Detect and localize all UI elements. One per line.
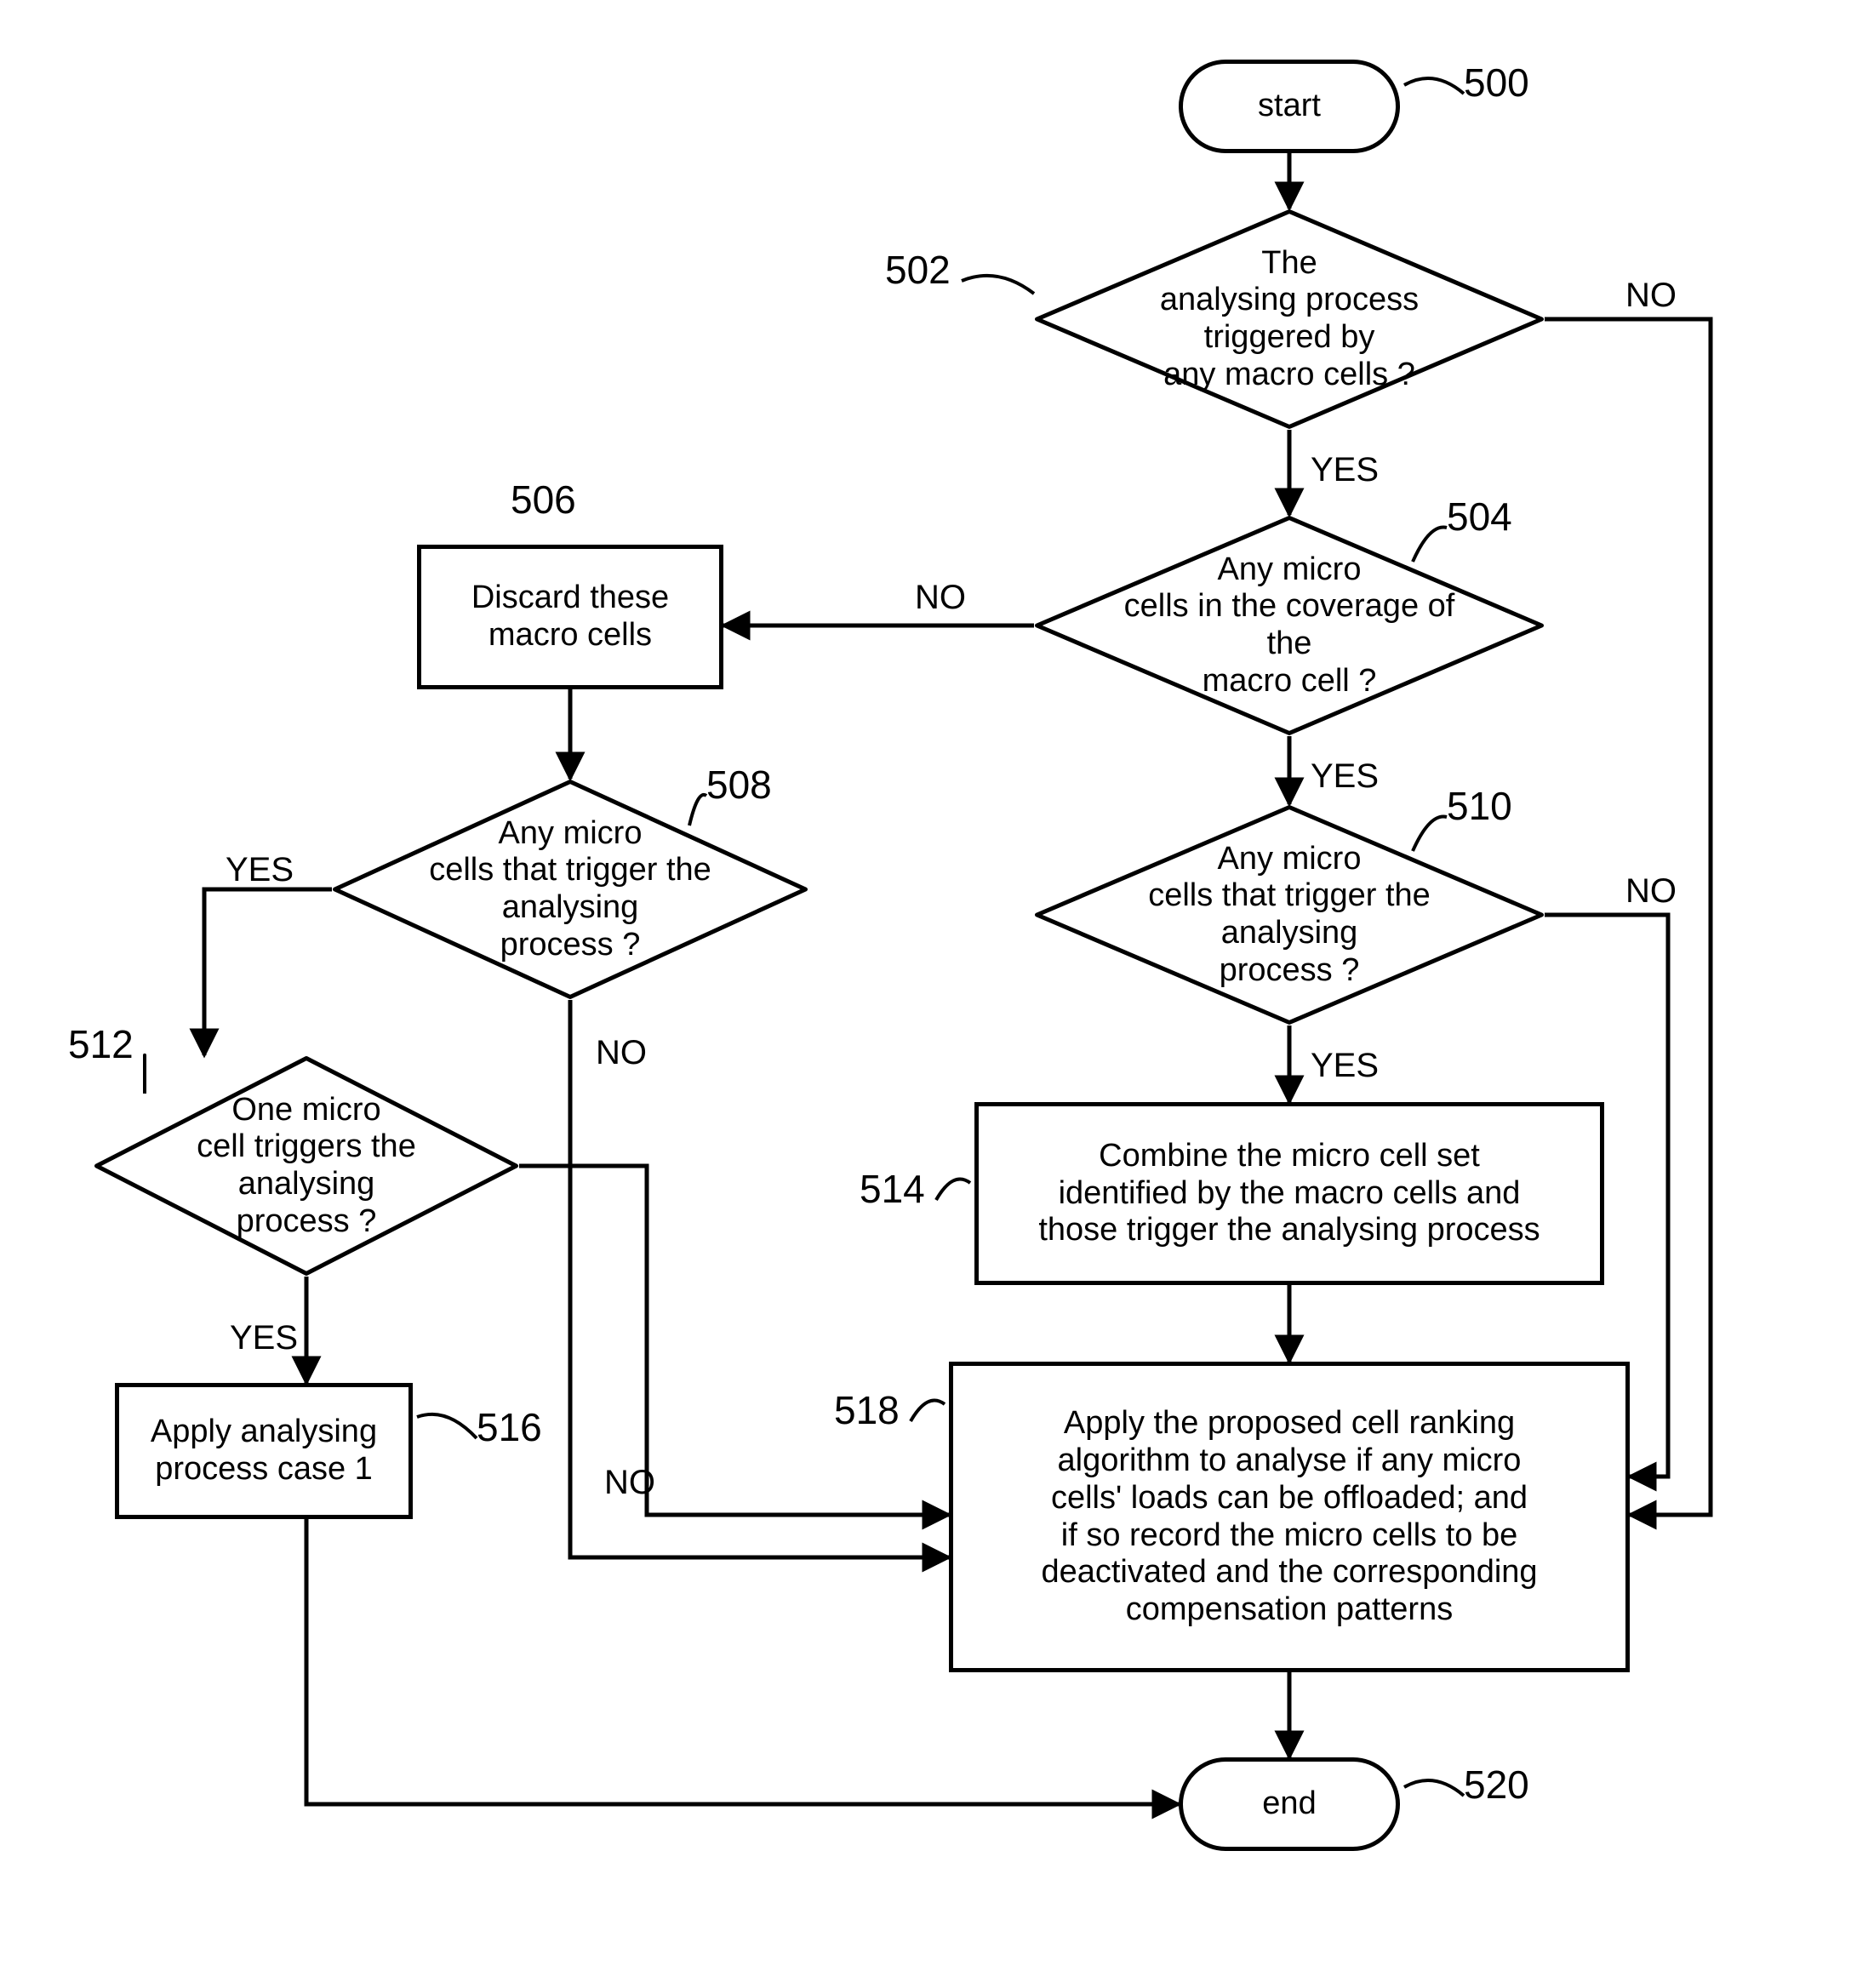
node-text: Any microcells in the coverage of themac… <box>1105 551 1473 700</box>
flowchart-process: Apply the proposed cell rankingalgorithm… <box>949 1362 1630 1672</box>
flowchart-decision: One microcell triggers the analysingproc… <box>94 1055 519 1277</box>
flowchart-process: Discard thesemacro cells <box>417 545 723 689</box>
reference-label: 500 <box>1464 60 1529 106</box>
edge-label: YES <box>1311 1047 1379 1085</box>
reference-label: 520 <box>1464 1762 1529 1808</box>
reference-label: 508 <box>706 762 772 808</box>
node-text: Any microcells that trigger the analysin… <box>1105 841 1473 990</box>
reference-label: 514 <box>860 1166 925 1212</box>
reference-label: 512 <box>68 1021 134 1067</box>
reference-label: 516 <box>477 1404 542 1450</box>
reference-label: 504 <box>1447 494 1512 540</box>
node-text: start <box>1258 88 1321 125</box>
flowchart-process: Combine the micro cell setidentified by … <box>974 1102 1604 1285</box>
edge-label: NO <box>1625 277 1677 315</box>
edge-label: YES <box>226 851 294 889</box>
node-text: Apply the proposed cell rankingalgorithm… <box>1041 1405 1537 1628</box>
flowchart-terminator: end <box>1179 1757 1400 1851</box>
node-text: Any microcells that trigger the analysin… <box>398 815 741 964</box>
flowchart-process: Apply analysingprocess case 1 <box>115 1383 413 1519</box>
edge-label: YES <box>1311 757 1379 796</box>
reference-label: 502 <box>885 247 951 293</box>
edge-label: NO <box>1625 872 1677 911</box>
reference-label: 510 <box>1447 783 1512 829</box>
edge-label: YES <box>230 1319 298 1357</box>
flowchart-decision: Any microcells that trigger the analysin… <box>1034 804 1545 1025</box>
node-text: One microcell triggers the analysingproc… <box>153 1092 460 1241</box>
node-text: Theanalysing process triggered byany mac… <box>1105 245 1473 394</box>
edge-label: NO <box>915 579 966 617</box>
node-text: end <box>1262 1785 1316 1823</box>
node-text: Combine the micro cell setidentified by … <box>1038 1138 1540 1249</box>
node-text: Discard thesemacro cells <box>471 580 669 654</box>
edge-label: NO <box>596 1034 647 1072</box>
flowchart-canvas: start Theanalysing process triggered byan… <box>34 34 1817 1954</box>
flowchart-decision: Any microcells that trigger the analysin… <box>332 779 808 1000</box>
edge-label: YES <box>1311 451 1379 489</box>
flowchart-terminator: start <box>1179 60 1400 153</box>
reference-label: 506 <box>511 477 576 523</box>
flowchart-decision: Any microcells in the coverage of themac… <box>1034 515 1545 736</box>
flowchart-decision: Theanalysing process triggered byany mac… <box>1034 209 1545 430</box>
node-text: Apply analysingprocess case 1 <box>151 1414 377 1488</box>
edge-label: NO <box>604 1464 655 1502</box>
reference-label: 518 <box>834 1387 900 1433</box>
